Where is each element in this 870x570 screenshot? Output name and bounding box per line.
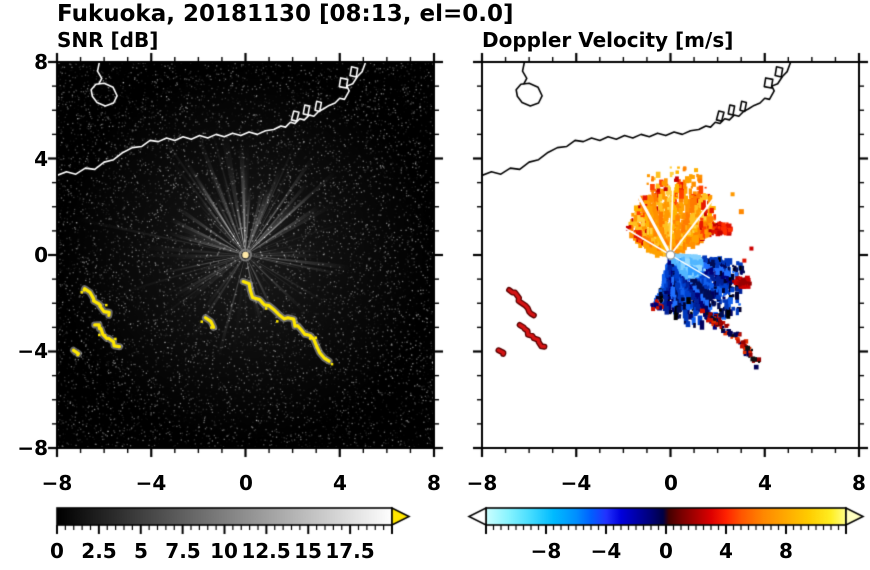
x-tick-label: 8 xyxy=(852,471,866,495)
y-tick-label: 0 xyxy=(34,243,48,267)
x-tick-label: 4 xyxy=(333,471,347,495)
x-tick-label: −8 xyxy=(466,471,498,495)
snr-colorbar-label: 0 xyxy=(50,539,64,563)
y-tick-label: 4 xyxy=(34,147,48,171)
figure-title: Fukuoka, 20181130 [08:13, el=0.0] xyxy=(57,1,514,27)
snr-panel-title: SNR [dB] xyxy=(57,28,159,52)
snr-colorbar-label: 7.5 xyxy=(165,539,201,563)
snr-colorbar-label: 10 xyxy=(210,539,238,563)
y-tick-label: 8 xyxy=(34,50,48,74)
x-tick-label: −8 xyxy=(41,471,73,495)
x-tick-label: −4 xyxy=(135,471,167,495)
doppler-colorbar-label: −4 xyxy=(590,539,622,563)
x-tick-label: −4 xyxy=(560,471,592,495)
snr-colorbar-label: 2.5 xyxy=(81,539,117,563)
x-tick-label: 0 xyxy=(664,471,678,495)
doppler-colorbar-label: −8 xyxy=(530,539,562,563)
doppler-colorbar-label: 4 xyxy=(719,539,733,563)
snr-colorbar-label: 17.5 xyxy=(325,539,375,563)
snr-colorbar-label: 5 xyxy=(134,539,148,563)
y-tick-label: −8 xyxy=(17,436,48,460)
doppler-colorbar-label: 0 xyxy=(659,539,673,563)
doppler-colorbar-label: 8 xyxy=(779,539,793,563)
x-tick-label: 8 xyxy=(427,471,441,495)
doppler-panel-title: Doppler Velocity [m/s] xyxy=(482,28,734,52)
snr-colorbar-label: 15 xyxy=(294,539,322,563)
snr-colorbar-label: 12.5 xyxy=(241,539,291,563)
x-tick-label: 4 xyxy=(758,471,772,495)
x-tick-label: 0 xyxy=(239,471,253,495)
y-tick-label: −4 xyxy=(17,339,48,363)
